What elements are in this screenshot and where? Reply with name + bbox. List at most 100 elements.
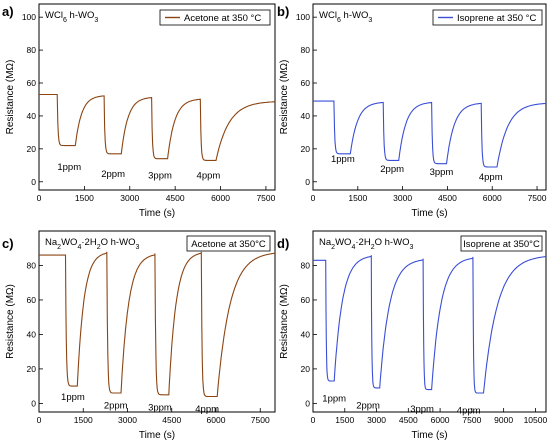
concentration-label: 1ppm (61, 392, 85, 403)
x-tick-label: 1500 (75, 193, 94, 203)
y-tick-label: 40 (301, 329, 311, 339)
x-axis-title: Time (s) (139, 208, 175, 219)
concentration-label: 4ppm (457, 406, 481, 417)
y-tick-label: 20 (301, 144, 311, 154)
concentration-label: 2ppm (380, 164, 404, 175)
x-tick-label: 4500 (399, 415, 418, 425)
concentration-label: 2ppm (356, 401, 380, 412)
concentration-label: 1ppm (331, 154, 355, 165)
y-tick-label: 60 (301, 295, 311, 305)
legend-label: Acetone at 350 °C (184, 13, 261, 24)
y-tick-label: 100 (22, 12, 36, 22)
x-tick-label: 9000 (494, 415, 513, 425)
x-axis-title: Time (s) (411, 430, 447, 441)
concentration-label: 2ppm (101, 169, 125, 180)
x-tick-label: 6000 (207, 415, 226, 425)
y-tick-label: 60 (27, 295, 37, 305)
concentration-label: 4ppm (197, 170, 221, 181)
panel-label: d) (277, 236, 289, 251)
panel-label: a) (2, 4, 14, 19)
x-tick-label: 4500 (166, 193, 185, 203)
x-tick-label: 3000 (393, 193, 412, 203)
concentration-label: 3ppm (430, 167, 454, 178)
x-tick-label: 1500 (74, 415, 93, 425)
y-tick-label: 20 (27, 144, 37, 154)
y-tick-label: 40 (27, 111, 37, 121)
x-tick-label: 0 (311, 193, 316, 203)
y-tick-label: 80 (301, 45, 311, 55)
concentration-label: 4ppm (479, 172, 503, 183)
y-tick-label: 0 (305, 177, 310, 187)
y-axis-title: Resistance (MΩ) (279, 284, 290, 359)
legend-label: Isoprene at 350°C (463, 239, 540, 250)
y-tick-label: 0 (31, 177, 36, 187)
y-tick-label: 20 (27, 364, 37, 374)
response-trace (39, 93, 276, 161)
material-label: Na2WO4·2H2O h-WO3 (319, 237, 413, 251)
x-tick-label: 3000 (367, 415, 386, 425)
chart-panel: a) 0 1500 3000 4500 6000 7500 0 20 40 60 80 100 Time … (2, 3, 276, 219)
concentration-label: 2ppm (104, 401, 128, 412)
x-tick-label: 7500 (528, 193, 547, 203)
x-tick-label: 7500 (251, 415, 270, 425)
legend-box (460, 235, 543, 252)
y-tick-label: 0 (31, 398, 36, 408)
material-label: WCl6 h-WO3 (319, 10, 372, 24)
x-tick-label: 7500 (462, 415, 481, 425)
chart-panel: c) 0 1500 3000 4500 6000 7500 0 20 40 60 80 Time (s)… (2, 230, 276, 441)
chart-panel: b) 0 1500 3000 4500 6000 7500 0 20 40 60 80 100 Time … (277, 3, 547, 219)
x-tick-label: 0 (37, 193, 42, 203)
concentration-label: 1ppm (57, 162, 81, 173)
legend-label: Isoprene at 350 °C (457, 13, 536, 24)
x-tick-label: 3000 (120, 193, 139, 203)
panel-label: c) (2, 236, 14, 251)
y-tick-label: 100 (296, 12, 310, 22)
concentration-label: 1ppm (322, 394, 346, 405)
plot-frame (38, 3, 276, 191)
y-tick-label: 60 (301, 78, 311, 88)
x-tick-label: 7500 (256, 193, 275, 203)
y-tick-label: 60 (27, 78, 37, 88)
x-tick-label: 4500 (162, 415, 181, 425)
response-trace (313, 100, 547, 168)
x-tick-label: 6000 (483, 193, 502, 203)
panel-label: b) (277, 4, 289, 19)
y-axis-title: Resistance (MΩ) (279, 60, 290, 135)
y-axis-title: Resistance (MΩ) (5, 284, 16, 359)
concentration-label: 3ppm (148, 402, 172, 413)
response-trace (313, 255, 547, 394)
x-axis-title: Time (s) (411, 208, 447, 219)
response-trace (39, 251, 276, 398)
x-tick-label: 6000 (431, 415, 450, 425)
legend-box (186, 235, 271, 252)
x-tick-label: 3000 (118, 415, 137, 425)
x-tick-label: 1500 (348, 193, 367, 203)
y-tick-label: 80 (27, 45, 37, 55)
x-tick-label: 6000 (211, 193, 230, 203)
y-tick-label: 20 (301, 364, 311, 374)
x-axis-title: Time (s) (139, 430, 175, 441)
concentration-label: 3ppm (148, 170, 172, 181)
y-tick-label: 40 (301, 111, 311, 121)
y-tick-label: 0 (305, 398, 310, 408)
plot-frame (312, 3, 547, 191)
concentration-label: 3ppm (410, 404, 434, 415)
material-label: Na2WO4·2H2O h-WO3 (45, 237, 139, 251)
y-tick-label: 80 (27, 260, 37, 270)
x-tick-label: 10500 (524, 415, 548, 425)
x-tick-label: 0 (311, 415, 316, 425)
plot-frame (312, 230, 547, 413)
legend-box (432, 9, 543, 26)
legend-label: Acetone at 350°C (191, 239, 266, 250)
y-tick-label: 80 (301, 260, 311, 270)
x-tick-label: 4500 (438, 193, 457, 203)
plot-frame (38, 230, 276, 413)
legend-box (159, 9, 271, 26)
x-tick-label: 1500 (335, 415, 354, 425)
y-axis-title: Resistance (MΩ) (5, 60, 16, 135)
concentration-label: 4ppm (195, 404, 219, 415)
y-tick-label: 40 (27, 329, 37, 339)
x-tick-label: 0 (37, 415, 42, 425)
material-label: WCl6 h-WO3 (45, 10, 98, 24)
